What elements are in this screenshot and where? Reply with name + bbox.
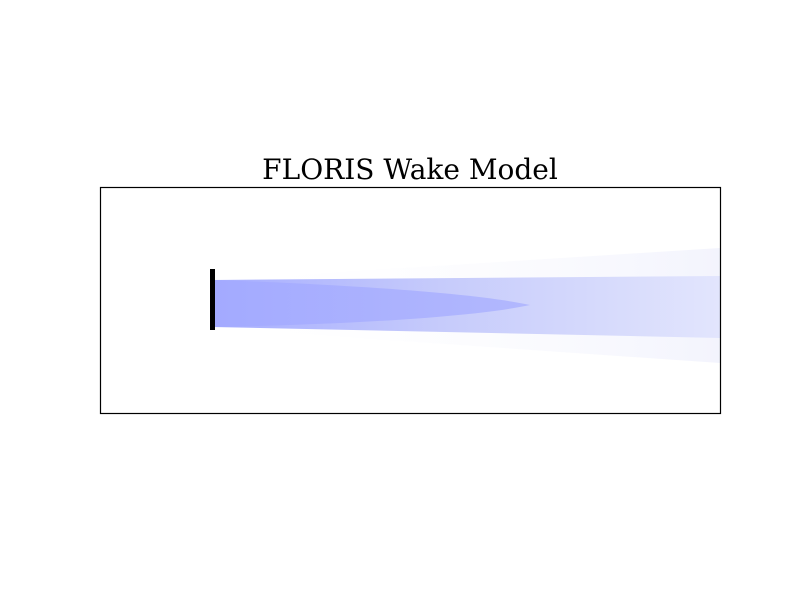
axes-frame xyxy=(99,186,722,415)
wind-turbine-rotor xyxy=(210,269,215,330)
near-wake-region xyxy=(213,280,530,327)
plot-title: FLORIS Wake Model xyxy=(262,153,558,186)
